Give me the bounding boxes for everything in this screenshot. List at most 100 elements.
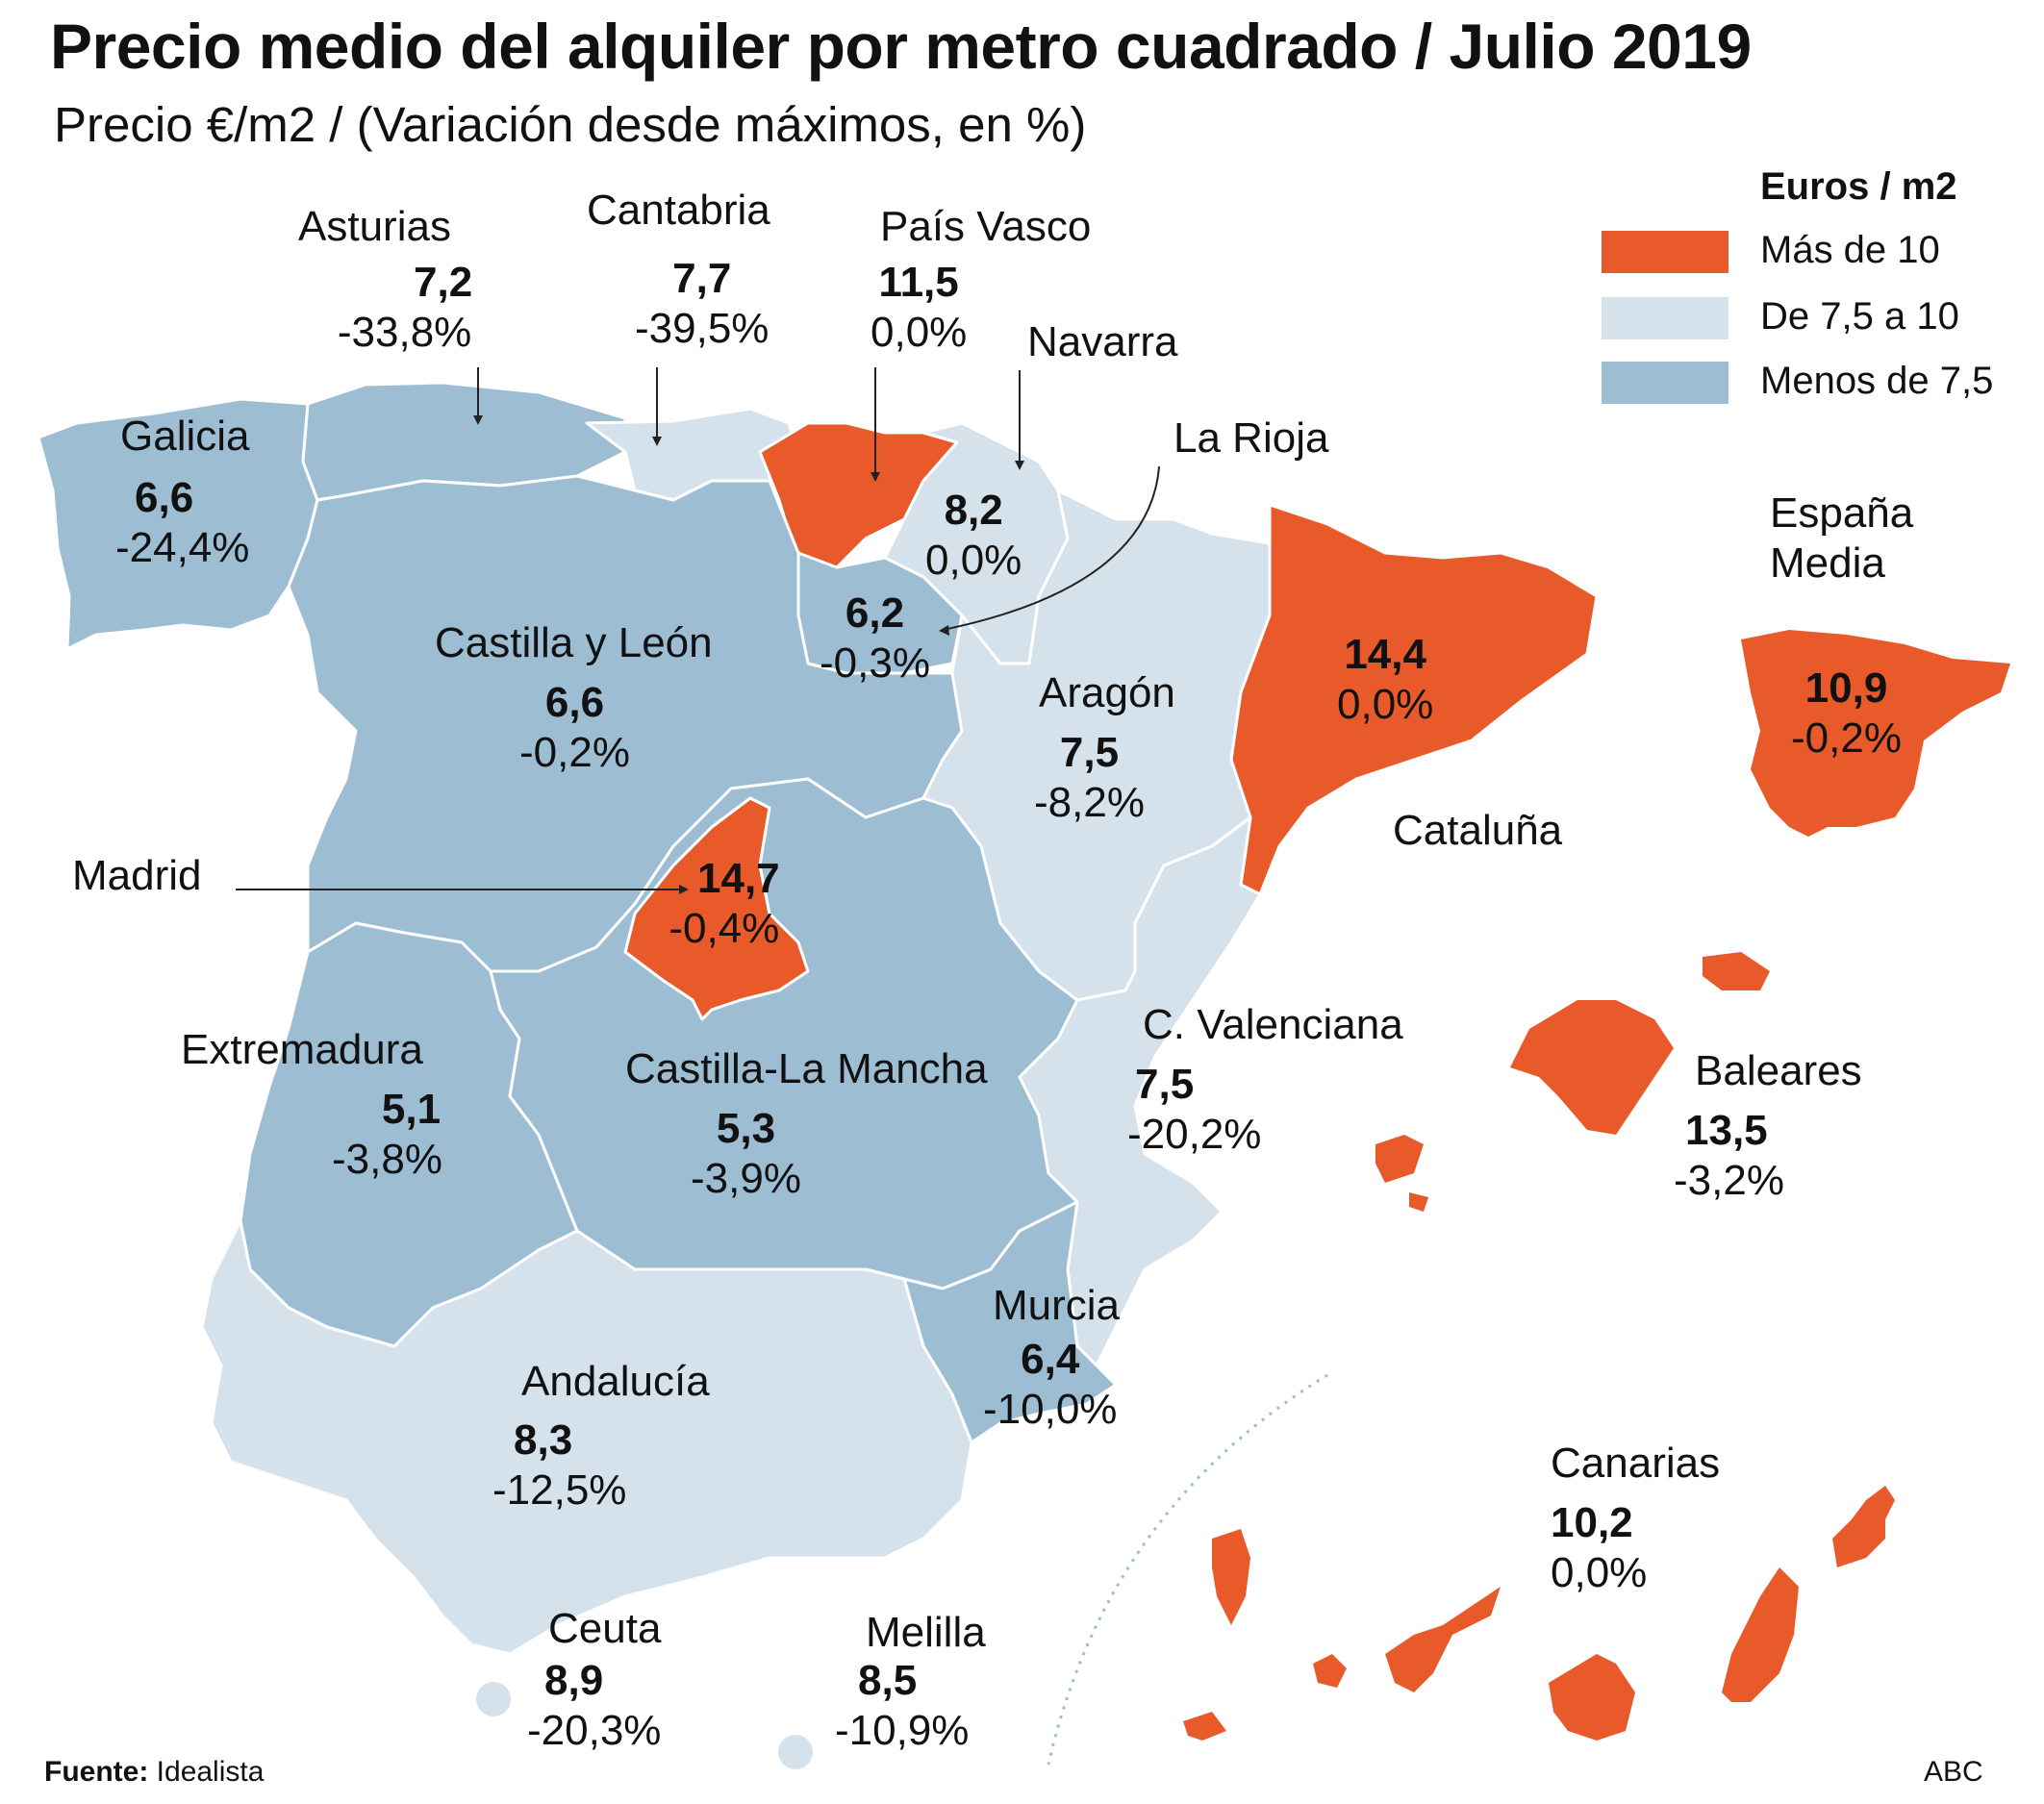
label-ceuta: Ceuta — [548, 1604, 661, 1654]
legend-title: Euros / m2 — [1760, 165, 1957, 208]
values-castilla-y-leon: 6,6 -0,2% — [519, 678, 630, 778]
region-name: Aragón — [1039, 669, 1175, 716]
region-name: Murcia — [993, 1282, 1121, 1329]
region-name-line2: Media — [1770, 539, 1885, 587]
region-change: -39,5% — [635, 304, 770, 352]
region-name: Navarra — [1027, 318, 1178, 365]
region-change: 0,0% — [871, 308, 968, 356]
region-price: 11,5 — [878, 259, 959, 306]
leader-lines — [236, 367, 1160, 890]
label-espana-media: España Media — [1770, 489, 1913, 589]
region-price: 7,2 — [414, 259, 473, 306]
values-madrid: 14,7 -0,4% — [669, 854, 780, 954]
region-change: 0,0% — [1337, 680, 1434, 728]
region-price: 10,2 — [1551, 1499, 1633, 1546]
region-change: -0,4% — [669, 904, 780, 952]
map-title: Precio medio del alquiler por metro cuad… — [50, 11, 1752, 82]
region-price: 8,5 — [858, 1657, 918, 1704]
legend-swatch — [1602, 231, 1729, 273]
region-price: 13,5 — [1685, 1107, 1768, 1154]
region-price: 7,5 — [1135, 1061, 1195, 1108]
values-baleares: 13,5 -3,2% — [1674, 1106, 1784, 1206]
label-valenciana: C. Valenciana — [1143, 1000, 1403, 1050]
label-extremadura: Extremadura — [181, 1025, 423, 1075]
legend-swatch — [1602, 297, 1729, 339]
region-name: C. Valenciana — [1143, 1001, 1403, 1048]
values-andalucia: 8,3 -12,5% — [492, 1416, 626, 1516]
values-espana-media: 10,9 -0,2% — [1791, 664, 1902, 764]
region-change: -3,2% — [1674, 1156, 1784, 1204]
region-price: 6,6 — [544, 679, 605, 726]
legend-label: De 7,5 a 10 — [1760, 295, 1959, 338]
region-change: -24,4% — [115, 523, 250, 571]
region-price: 7,5 — [1059, 729, 1120, 776]
publisher-credit: ABC — [1924, 1756, 1983, 1788]
region-change: -8,2% — [1034, 778, 1145, 826]
label-galicia: Galicia — [120, 412, 250, 462]
label-la-rioja: La Rioja — [1173, 413, 1328, 464]
region-ceuta — [476, 1682, 511, 1716]
region-change: -33,8% — [337, 308, 472, 356]
region-name: Baleares — [1695, 1047, 1862, 1094]
region-price: 10,9 — [1804, 664, 1888, 712]
region-price: 5,1 — [381, 1086, 442, 1133]
region-valenciana — [1018, 815, 1262, 1367]
region-baleares — [1375, 952, 1770, 1212]
region-change: 0,0% — [925, 536, 1022, 584]
region-espana-media — [1741, 630, 2010, 837]
label-castilla-y-leon: Castilla y León — [435, 618, 713, 668]
label-castilla-la-mancha: Castilla-La Mancha — [625, 1044, 988, 1094]
region-name: Asturias — [298, 203, 451, 250]
label-baleares: Baleares — [1695, 1046, 1862, 1096]
region-name: Castilla-La Mancha — [625, 1045, 988, 1092]
label-pais-vasco: País Vasco — [880, 202, 1091, 252]
legend-swatch — [1602, 362, 1729, 404]
label-murcia: Murcia — [993, 1281, 1120, 1331]
region-price: 7,7 — [672, 255, 732, 302]
region-name: Andalucía — [521, 1358, 710, 1405]
region-change: -20,3% — [527, 1706, 662, 1754]
label-cataluna: Cataluña — [1393, 806, 1562, 856]
region-name: Cantabria — [587, 187, 770, 234]
region-change: 0,0% — [1551, 1548, 1648, 1596]
region-change: -0,2% — [1791, 714, 1902, 762]
region-price: 6,2 — [845, 589, 905, 637]
label-canarias: Canarias — [1551, 1439, 1720, 1489]
region-change: -3,9% — [691, 1154, 801, 1202]
label-madrid: Madrid — [72, 851, 202, 901]
values-cataluna: 14,4 0,0% — [1337, 630, 1433, 730]
region-name: Cataluña — [1393, 807, 1563, 854]
region-change: -12,5% — [492, 1466, 627, 1514]
label-aragon: Aragón — [1039, 668, 1175, 718]
region-name: Canarias — [1551, 1440, 1721, 1487]
source-value: Idealista — [156, 1756, 265, 1788]
region-change: -10,9% — [835, 1706, 970, 1754]
label-andalucia: Andalucía — [521, 1357, 710, 1407]
values-pais-vasco: 11,5 0,0% — [871, 258, 967, 358]
region-galicia — [37, 397, 319, 651]
region-price: 8,9 — [544, 1657, 604, 1704]
region-price: 6,6 — [135, 474, 194, 521]
region-name: Madrid — [72, 852, 202, 899]
region-price: 6,4 — [1021, 1336, 1080, 1383]
label-asturias: Asturias — [298, 202, 451, 252]
canarias-separator — [1047, 1373, 1328, 1766]
values-canarias: 10,2 0,0% — [1551, 1498, 1647, 1598]
values-ceuta: 8,9 -20,3% — [527, 1656, 661, 1756]
region-change: -20,2% — [1127, 1110, 1262, 1158]
source-label: Fuente: — [44, 1756, 149, 1788]
values-cantabria: 7,7 -39,5% — [635, 254, 769, 354]
values-extremadura: 5,1 -3,8% — [332, 1085, 442, 1185]
region-price: 8,2 — [944, 487, 1003, 534]
region-name: País Vasco — [880, 203, 1092, 250]
values-castilla-la-mancha: 5,3 -3,9% — [691, 1104, 801, 1204]
region-name: La Rioja — [1173, 414, 1329, 462]
values-valenciana: 7,5 -20,2% — [1127, 1060, 1261, 1160]
values-la-rioja: 6,2 -0,3% — [820, 589, 930, 689]
values-galicia: 6,6 -24,4% — [115, 473, 249, 573]
region-change: -0,3% — [820, 639, 930, 687]
region-name-line1: España — [1770, 489, 1914, 537]
region-melilla — [778, 1735, 813, 1769]
source-note: Fuente: Idealista — [44, 1756, 264, 1789]
